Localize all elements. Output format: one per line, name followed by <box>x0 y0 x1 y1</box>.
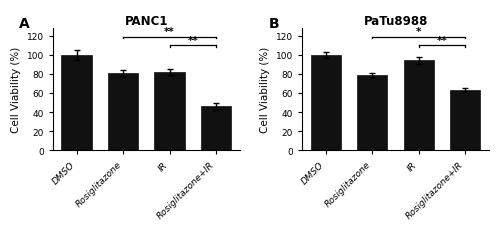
Bar <box>357 76 388 151</box>
Y-axis label: Cell Viability (%): Cell Viability (%) <box>11 47 21 133</box>
Title: PANC1: PANC1 <box>124 15 168 28</box>
Text: B: B <box>268 17 280 31</box>
Text: **: ** <box>164 27 175 37</box>
Y-axis label: Cell Viability (%): Cell Viability (%) <box>260 47 270 133</box>
Text: *: * <box>416 27 422 37</box>
Text: A: A <box>20 17 30 31</box>
Bar <box>62 55 92 151</box>
Bar <box>154 73 184 151</box>
Bar <box>450 91 480 151</box>
Bar <box>201 107 231 151</box>
Title: PaTu8988: PaTu8988 <box>364 15 428 28</box>
Text: **: ** <box>436 36 448 46</box>
Bar <box>310 55 341 151</box>
Text: **: ** <box>188 36 198 46</box>
Bar <box>404 61 434 151</box>
Bar <box>108 74 138 151</box>
